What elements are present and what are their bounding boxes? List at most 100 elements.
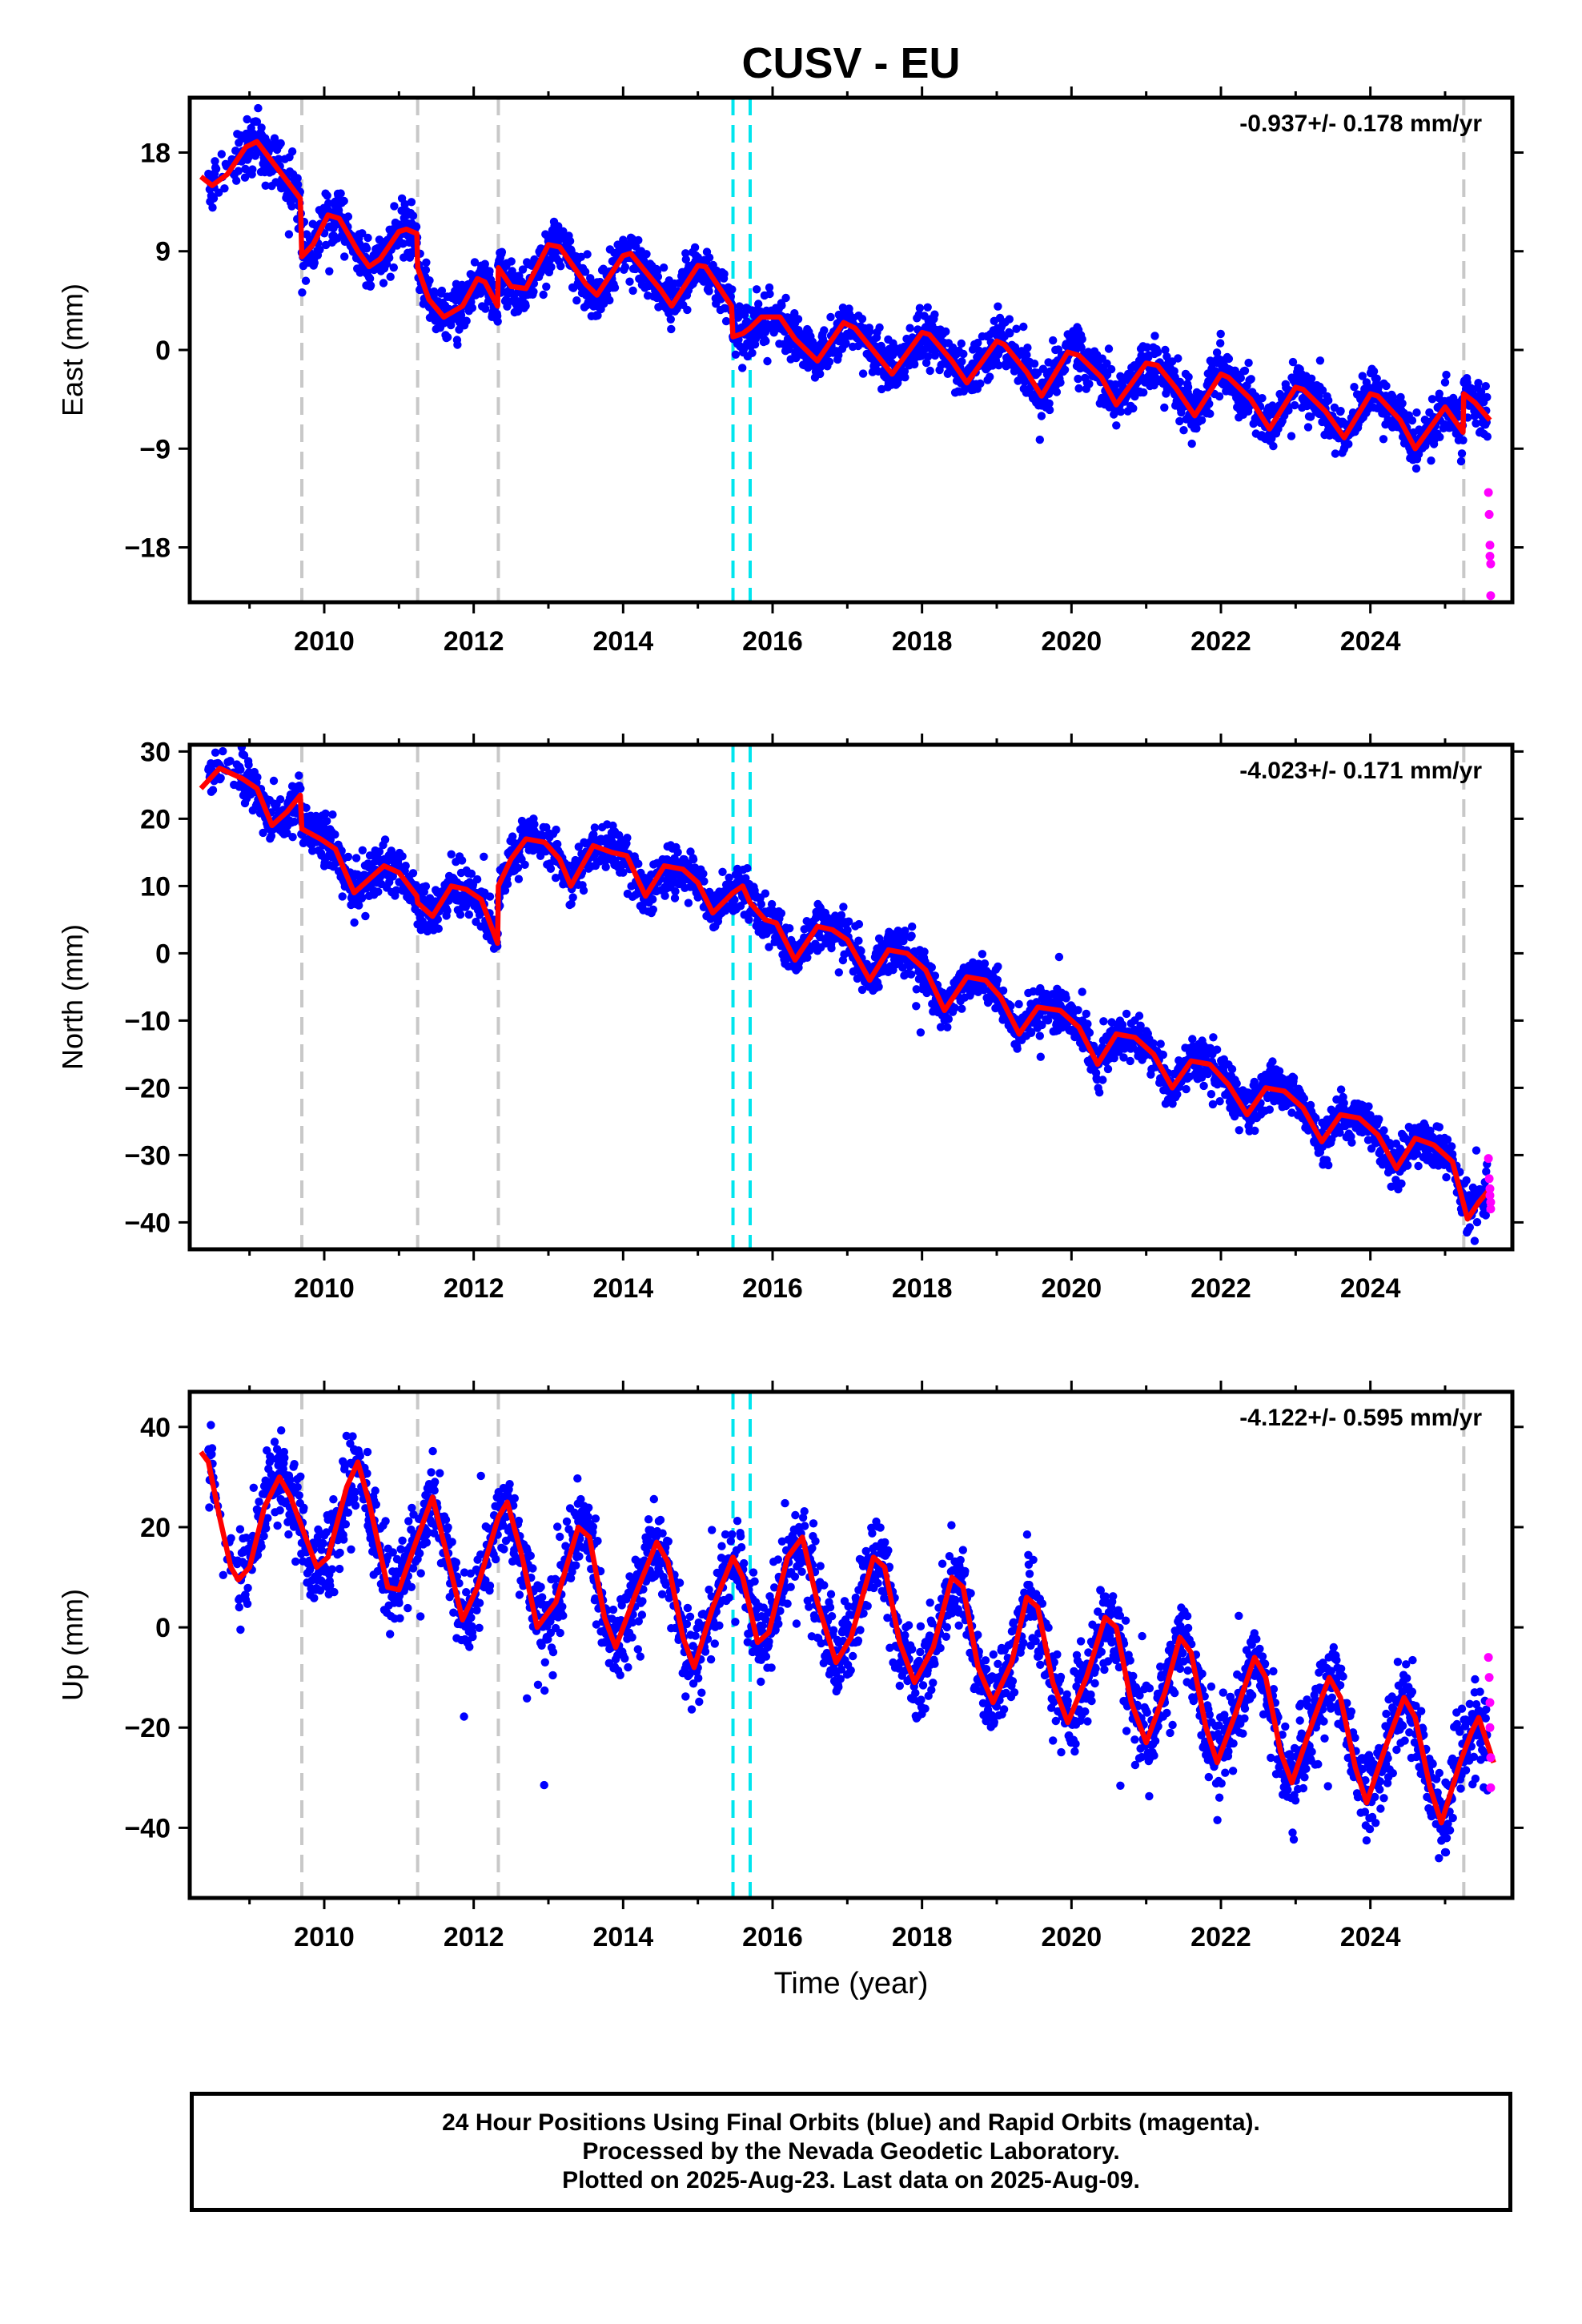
east-final-orbit-point (1183, 383, 1193, 392)
east-model-fit-line (199, 139, 1492, 452)
east-final-orbit-point (942, 327, 950, 336)
east-final-orbit-point (521, 301, 530, 311)
north-final-orbit-point (936, 1023, 946, 1031)
east-velocity-label: -0.937+/- 0.178 mm/yr (1239, 111, 1482, 137)
east-final-orbit-point (1307, 374, 1316, 383)
north-final-orbit-point (920, 947, 929, 956)
east-final-orbit-point (1129, 404, 1138, 413)
north-final-orbit-point (601, 862, 610, 871)
east-final-orbit-point (274, 155, 283, 163)
north-final-orbit-point (579, 886, 588, 895)
east-final-orbit-point (1175, 416, 1184, 426)
east-final-orbit-point (284, 230, 294, 239)
east-final-orbit-point (234, 167, 243, 175)
north-final-orbit-point (648, 895, 657, 904)
east-final-orbit-point (1350, 383, 1359, 392)
east-ytick-label: −18 (124, 533, 171, 564)
north-final-orbit-point (898, 963, 907, 972)
north-final-orbit-point (514, 875, 524, 883)
north-final-orbit-point (464, 910, 473, 919)
east-final-orbit-point (634, 235, 643, 245)
east-final-orbit-point (1268, 401, 1277, 410)
east-final-orbit-point (287, 202, 296, 211)
east-final-orbit-point (667, 324, 676, 334)
north-final-orbit-point (1078, 987, 1086, 996)
north-final-orbit-point (485, 892, 495, 901)
north-final-orbit-point (661, 891, 669, 900)
east-final-orbit-point (1022, 351, 1031, 360)
east-final-orbit-point (1030, 360, 1039, 368)
east-final-orbit-point (470, 258, 480, 267)
east-rapid-orbit-point-5 (1486, 591, 1496, 601)
east-final-orbit-point (366, 281, 375, 290)
east-final-orbit-point (211, 164, 221, 174)
east-xtick-label: 2016 (742, 626, 803, 657)
east-final-orbit-point (1476, 388, 1486, 396)
east-final-orbit-point (1290, 400, 1299, 410)
east-xtick-label: 2012 (444, 626, 504, 657)
east-final-orbit-point (363, 233, 372, 243)
east-final-orbit-point (857, 315, 867, 324)
east-final-orbit-point (254, 103, 263, 113)
north-final-orbit-point (467, 869, 476, 879)
east-final-orbit-point (721, 316, 731, 326)
north-final-orbit-point (503, 879, 512, 889)
east-final-orbit-point (1472, 419, 1480, 428)
east-final-orbit-point (208, 203, 217, 212)
north-final-orbit-point (401, 862, 410, 870)
east-final-orbit-point (437, 286, 447, 296)
east-final-orbit-point (1005, 315, 1014, 324)
north-final-orbit-point (980, 959, 990, 968)
chart-title: CUSV - EU (741, 39, 960, 87)
north-plot-area (199, 745, 1496, 1249)
east-final-orbit-point (1206, 409, 1215, 418)
north-final-orbit-point (568, 893, 577, 902)
east-final-orbit-points (204, 103, 1492, 473)
north-final-orbit-point (374, 887, 383, 896)
east-final-orbit-point (858, 369, 868, 378)
north-final-orbit-point (567, 899, 576, 909)
east-final-orbit-point (232, 176, 241, 185)
north-final-orbit-point (361, 911, 370, 921)
east-final-orbit-point (900, 367, 909, 376)
east-final-orbit-point (1442, 370, 1451, 380)
east-final-orbit-point (400, 199, 409, 209)
east-final-orbit-point (336, 189, 345, 198)
east-final-orbit-point (1012, 324, 1021, 333)
north-final-orbit-point (1014, 999, 1023, 1009)
east-final-orbit-point (1102, 359, 1111, 368)
north-final-orbit-point (944, 1015, 954, 1023)
east-final-orbit-point (793, 315, 803, 324)
east-final-orbit-point (1440, 378, 1450, 387)
east-final-orbit-point (1023, 344, 1032, 352)
north-final-orbit-point (689, 855, 698, 864)
north-final-orbit-point (457, 856, 467, 865)
east-final-orbit-point (1006, 329, 1014, 338)
east-final-orbit-point (1287, 432, 1296, 440)
east-final-orbit-point (217, 150, 226, 159)
east-final-orbit-point (765, 289, 774, 299)
east-final-orbit-point (215, 188, 223, 197)
east-ylabel: East (mm) (56, 283, 89, 416)
east-final-orbit-point (628, 286, 637, 296)
north-final-orbit-point (538, 831, 547, 840)
north-final-orbit-point (950, 1003, 959, 1012)
east-final-orbit-point (248, 165, 257, 174)
east-final-orbit-point (298, 288, 307, 297)
east-final-orbit-point (1205, 400, 1214, 408)
east-final-orbit-point (556, 262, 565, 271)
east-final-orbit-point (1284, 406, 1293, 415)
east-final-orbit-point (310, 259, 319, 267)
east-final-orbit-point (681, 249, 690, 258)
north-final-orbit-point (1074, 1006, 1082, 1015)
east-rapid-orbit-point-3 (1485, 551, 1495, 561)
east-final-orbit-point (1216, 339, 1225, 348)
north-final-orbit-point (398, 852, 407, 861)
north-final-orbit-point (380, 835, 390, 844)
north-final-orbit-point (725, 873, 733, 883)
north-final-orbit-point (906, 970, 916, 979)
north-final-orbit-point (912, 985, 921, 994)
east-final-orbit-point (1060, 365, 1070, 374)
east-final-orbit-point (583, 250, 592, 259)
north-final-orbit-point (908, 922, 917, 931)
